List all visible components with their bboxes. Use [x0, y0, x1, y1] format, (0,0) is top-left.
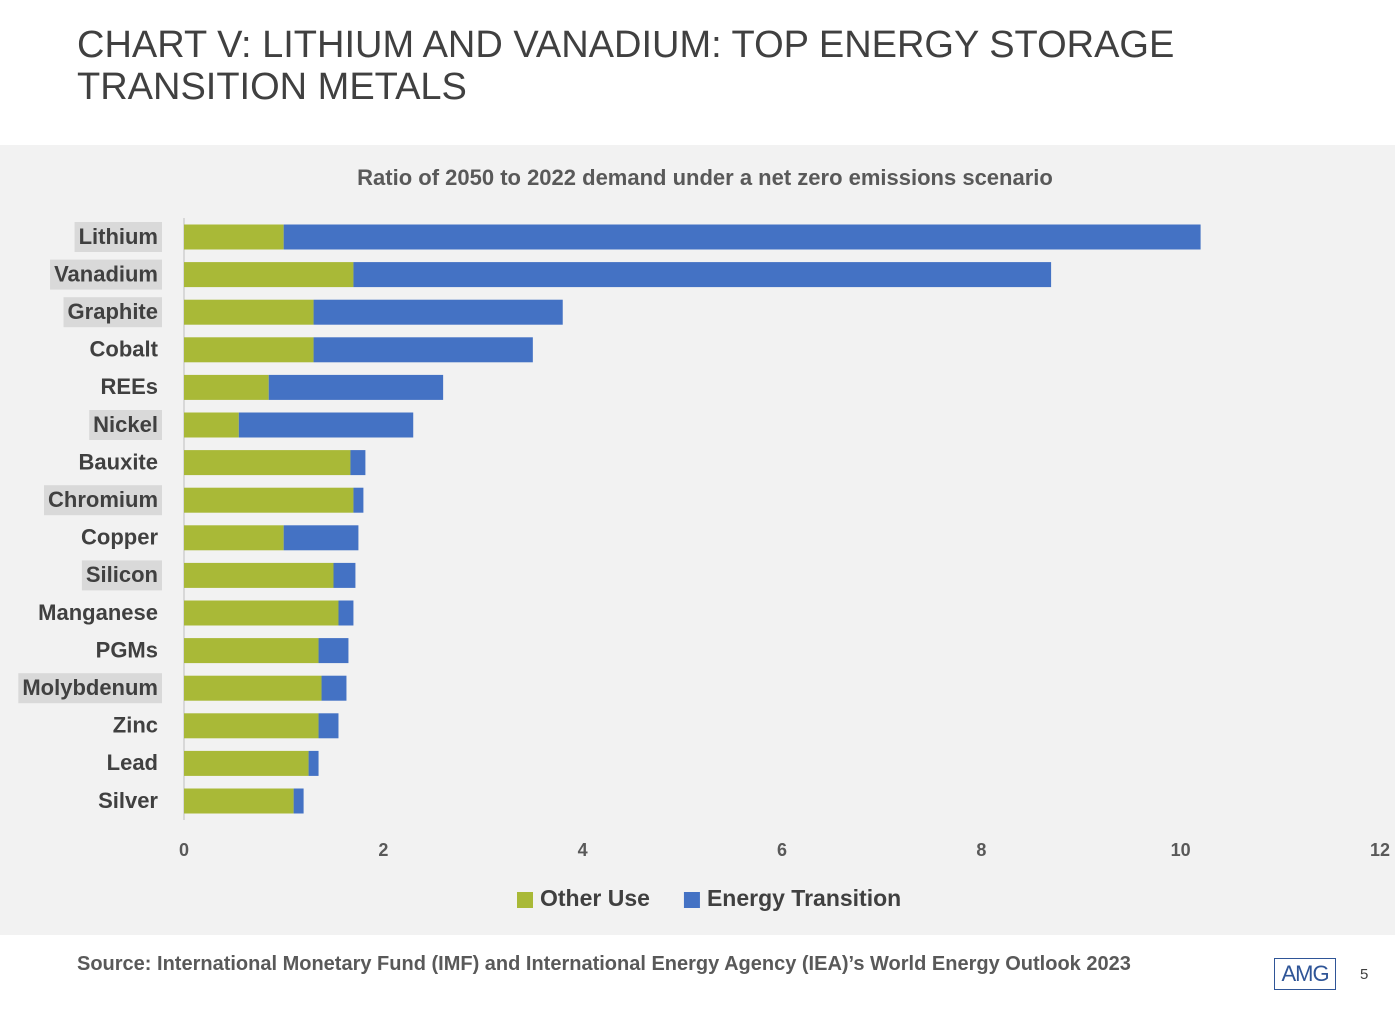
bar-segment: [338, 600, 354, 626]
chart-title: Ratio of 2050 to 2022 demand under a net…: [357, 165, 1053, 190]
bar-segment: [184, 450, 351, 476]
bar-segment: [184, 750, 309, 776]
legend-swatch: [517, 892, 533, 908]
y-tick-label: Molybdenum: [22, 675, 158, 700]
bar-segment: [283, 525, 359, 551]
bar-segment: [184, 374, 269, 400]
x-tick-label: 8: [976, 840, 986, 860]
bar-segment: [184, 713, 319, 739]
y-tick-label: Cobalt: [90, 337, 159, 362]
label-highlight: [74, 222, 162, 252]
bar-segment: [350, 450, 366, 476]
legend-label: Energy Transition: [707, 885, 901, 911]
bar-segment: [333, 562, 356, 588]
x-tick-label: 6: [777, 840, 787, 860]
label-highlight: [44, 485, 162, 516]
y-tick-label: Zinc: [113, 713, 158, 738]
bar-segment: [184, 525, 284, 551]
x-tick-label: 0: [179, 840, 189, 860]
y-tick-label: REEs: [101, 374, 158, 399]
bar-segment: [283, 224, 1201, 250]
bar-segment: [353, 262, 1052, 288]
y-tick-label: Vanadium: [54, 261, 158, 286]
x-tick-label: 2: [378, 840, 388, 860]
bar-segment: [268, 374, 444, 400]
x-tick-label: 10: [1171, 840, 1191, 860]
bar-segment: [184, 675, 322, 701]
source: Source: International Monetary Fund (IMF…: [77, 953, 1131, 975]
y-tick-label: Chromium: [48, 487, 158, 512]
label-highlight: [81, 560, 162, 591]
bar-segment: [184, 337, 314, 363]
bar-segment: [184, 562, 334, 588]
y-tick-label: Copper: [81, 525, 158, 550]
logo: AMG: [1274, 958, 1336, 990]
y-tick-label: Nickel: [93, 412, 158, 437]
bar-segment: [184, 412, 239, 438]
bar-segment: [238, 412, 414, 438]
bar-segment: [318, 638, 349, 664]
label-highlight: [63, 297, 162, 328]
bar-segment: [321, 675, 347, 701]
bar-segment: [184, 262, 354, 288]
bar-segment: [184, 600, 339, 626]
y-tick-label: Silver: [98, 788, 158, 813]
y-tick-label: Lead: [107, 750, 158, 775]
y-tick-label: Silicon: [86, 562, 158, 587]
bar-segment: [313, 337, 533, 363]
bar-segment: [184, 487, 354, 513]
y-tick-label: Bauxite: [79, 449, 158, 474]
bar-segment: [184, 788, 294, 814]
y-tick-label: PGMs: [96, 637, 158, 662]
label-highlight: [89, 410, 162, 440]
page-number: 5: [1360, 966, 1369, 983]
label-highlight: [18, 673, 162, 704]
bar-segment: [293, 788, 304, 814]
bar-segment: [318, 713, 339, 739]
bar-segment: [308, 750, 319, 776]
y-tick-label: Lithium: [79, 224, 158, 249]
bar-segment: [313, 299, 563, 325]
bar-segment: [184, 224, 284, 250]
label-highlight: [50, 259, 162, 290]
legend-swatch: [683, 892, 700, 908]
page-title: CHART V: LITHIUM AND VANADIUM: TOP ENERG…: [77, 24, 1175, 108]
legend-label: Other Use: [540, 885, 650, 911]
x-tick-label: 12: [1370, 840, 1390, 860]
y-tick-label: Graphite: [68, 299, 158, 324]
bar-segment: [184, 638, 319, 664]
bar-segment: [353, 487, 364, 513]
bar-segment: [184, 299, 314, 325]
x-tick-label: 4: [578, 840, 588, 860]
y-tick-label: Manganese: [38, 600, 158, 625]
